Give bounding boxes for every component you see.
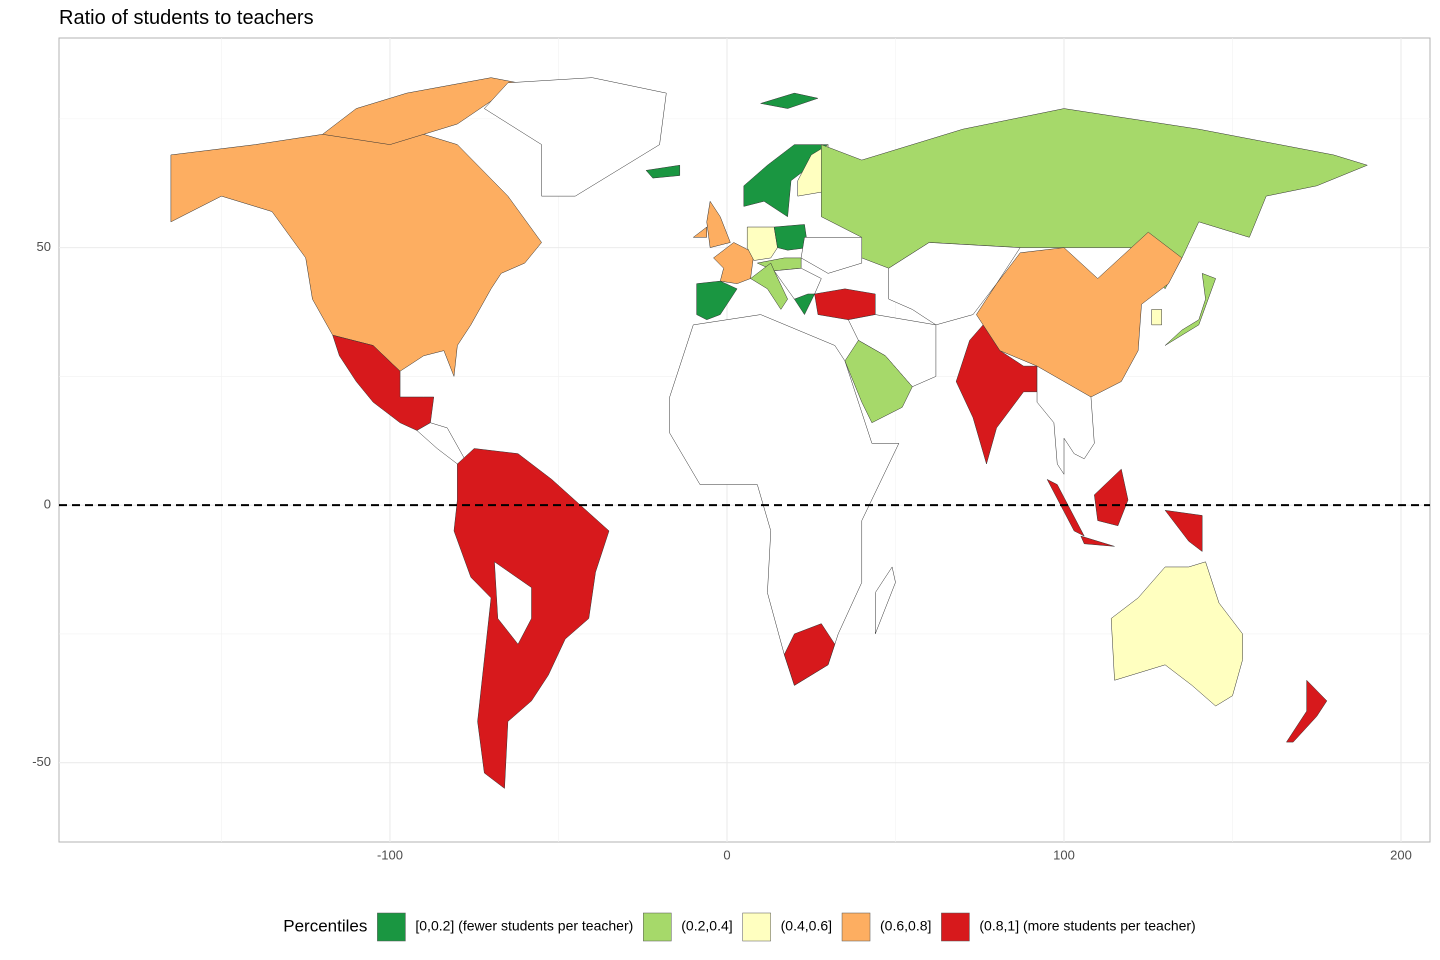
region xyxy=(693,226,708,238)
y-tick-label: 0 xyxy=(44,497,51,512)
region xyxy=(784,623,836,686)
region xyxy=(773,267,822,300)
region xyxy=(713,242,755,284)
legend-swatch xyxy=(377,912,406,942)
chart-title: Ratio of students to teachers xyxy=(59,7,314,29)
legend-label: [0,0.2] (fewer students per teacher) xyxy=(415,918,633,934)
legend-label: (0.4,0.6] xyxy=(781,918,832,934)
region xyxy=(494,561,532,645)
region xyxy=(484,77,667,197)
region xyxy=(1036,365,1095,475)
region xyxy=(821,108,1368,290)
x-tick-label: 0 xyxy=(723,847,730,862)
region xyxy=(800,237,863,274)
y-tick-label: -50 xyxy=(32,754,51,769)
legend-swatch xyxy=(841,912,871,942)
region xyxy=(760,92,819,109)
region xyxy=(696,280,738,320)
region xyxy=(645,164,681,179)
region xyxy=(1164,273,1216,346)
legend-label: (0.2,0.4] xyxy=(681,918,732,934)
region xyxy=(322,77,519,145)
region xyxy=(844,340,913,423)
region xyxy=(875,566,896,635)
x-tick-label: 100 xyxy=(1053,847,1075,862)
region xyxy=(1151,309,1162,326)
region xyxy=(706,201,731,248)
region xyxy=(1080,535,1115,547)
region xyxy=(773,224,809,251)
region xyxy=(1286,680,1328,743)
legend-swatch xyxy=(941,912,970,942)
legend-label: (0.6,0.8] xyxy=(880,918,931,934)
legend-title: Percentiles xyxy=(283,916,367,935)
region xyxy=(170,128,542,377)
x-tick-label: 200 xyxy=(1390,847,1412,862)
region xyxy=(669,314,900,686)
legend-swatch xyxy=(643,912,672,942)
region xyxy=(1046,479,1085,537)
region xyxy=(1110,561,1243,707)
region xyxy=(750,262,788,310)
legend-label: (0.8,1] (more students per teacher) xyxy=(979,918,1195,934)
legend-swatch xyxy=(742,912,771,942)
x-tick-label: -100 xyxy=(377,847,403,862)
region xyxy=(888,242,1021,326)
y-tick-label: 50 xyxy=(37,239,51,254)
region xyxy=(814,288,876,320)
region xyxy=(1094,468,1129,527)
region xyxy=(1164,510,1203,552)
